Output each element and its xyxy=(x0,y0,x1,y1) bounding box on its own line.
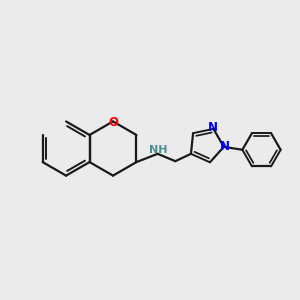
Text: NH: NH xyxy=(149,145,168,155)
Text: N: N xyxy=(208,121,218,134)
Text: N: N xyxy=(220,140,230,153)
Text: O: O xyxy=(108,116,118,128)
